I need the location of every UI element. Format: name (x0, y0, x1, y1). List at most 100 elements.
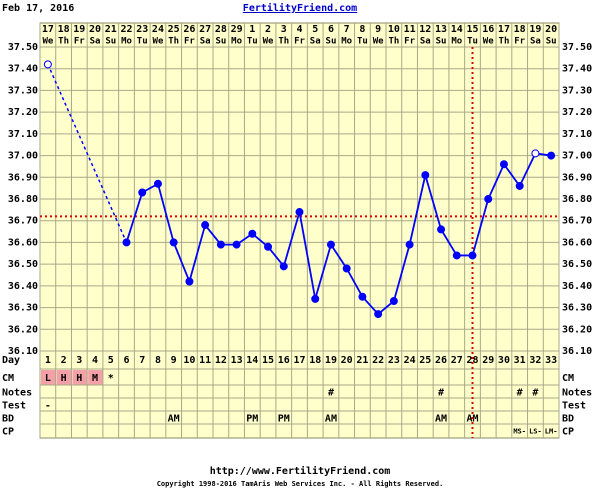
y-tick-label: 36.90 (8, 172, 38, 183)
cycle-day: 9 (171, 355, 177, 366)
site-title[interactable]: FertilityFriend.com (243, 2, 357, 14)
date-label: 2 (265, 24, 271, 35)
temperature-point (326, 240, 335, 249)
row-label: CP (2, 427, 14, 438)
temperature-point (468, 251, 477, 260)
date-label: 15 (466, 24, 478, 35)
cm-highlight (56, 370, 72, 385)
y-tick-label: 37.50 (8, 42, 38, 53)
date-label: 12 (419, 24, 431, 35)
date-label: 23 (136, 24, 148, 35)
date-label: 5 (312, 24, 318, 35)
temperature-point (295, 208, 304, 217)
row-cell: # (438, 388, 444, 399)
cycle-day: 1 (45, 355, 51, 366)
date-label: 19 (73, 24, 85, 35)
weekday-label: Su (326, 37, 337, 47)
date-label: 14 (451, 24, 463, 35)
y-tick-label: 36.10 (8, 346, 38, 357)
weekday-label: Mo (451, 37, 462, 47)
date-label: 24 (152, 24, 164, 35)
weekday-label: Fr (404, 37, 415, 47)
y-tick-label: 36.30 (8, 303, 38, 314)
y-tick-label: 37.00 (8, 151, 38, 162)
cm-highlight (88, 370, 103, 385)
weekday-label: Th (58, 37, 69, 47)
temperature-point (358, 292, 367, 301)
row-cell: M (92, 373, 98, 384)
row-cell: - (45, 401, 51, 412)
footer-url[interactable]: http://www.FertilityFriend.com (210, 465, 391, 477)
date-label: 3 (281, 24, 287, 35)
weekday-label: Fr (74, 37, 85, 47)
date-label: 19 (529, 24, 541, 35)
temperature-point (342, 264, 351, 273)
date-label: 10 (388, 24, 400, 35)
row-cell: H (61, 373, 67, 384)
y-tick-label: 36.80 (562, 194, 592, 205)
cycle-day: 3 (76, 355, 82, 366)
date-label: 11 (404, 24, 416, 35)
weekday-label: Fr (294, 37, 305, 47)
y-tick-label: 36.70 (8, 216, 38, 227)
temperature-point (138, 188, 147, 197)
cycle-day: 6 (123, 355, 129, 366)
gap-connector (47, 64, 128, 243)
cycle-day: 25 (419, 355, 431, 366)
weekday-label: Th (168, 37, 179, 47)
row-label: Test (562, 401, 586, 412)
row-cell: # (532, 388, 538, 399)
cycle-day: 24 (404, 355, 416, 366)
temperature-point (264, 242, 273, 251)
cycle-day: 21 (356, 355, 368, 366)
date-label: 18 (58, 24, 70, 35)
y-tick-label: 36.50 (8, 259, 38, 270)
weekday-label: Th (278, 37, 289, 47)
temperature-point (515, 181, 524, 190)
row-label: CM (562, 373, 574, 384)
cycle-day: 2 (61, 355, 67, 366)
y-tick-label: 37.50 (562, 42, 592, 53)
date-label: 8 (359, 24, 365, 35)
cycle-day: 10 (183, 355, 195, 366)
weekday-label: We (263, 37, 274, 47)
footer-copyright: Copyright 1998-2016 TamAris Web Services… (157, 480, 444, 488)
y-tick-label: 37.00 (562, 151, 592, 162)
temperature-point (421, 171, 430, 180)
temperature-point (43, 60, 52, 69)
date-label: 18 (514, 24, 526, 35)
cycle-day: 18 (309, 355, 321, 366)
weekday-label: Mo (231, 37, 242, 47)
date-label: 25 (168, 24, 180, 35)
weekday-label: Sa (200, 37, 211, 47)
cycle-day: 4 (92, 355, 98, 366)
row-label: CP (562, 427, 574, 438)
cycle-day: 20 (341, 355, 353, 366)
cycle-day: 28 (466, 355, 478, 366)
y-tick-label: 37.30 (562, 85, 592, 96)
cycle-day: 17 (293, 355, 305, 366)
y-tick-label: 37.10 (8, 129, 38, 140)
weekday-label: We (373, 37, 384, 47)
weekday-label: We (153, 37, 164, 47)
y-tick-label: 37.40 (8, 64, 38, 75)
row-cell: MS- (513, 428, 526, 436)
weekday-label: Sa (90, 37, 101, 47)
weekday-label: Su (436, 37, 447, 47)
row-cell: L (45, 373, 51, 384)
weekday-label: Tu (467, 37, 478, 47)
weekday-label: Th (388, 37, 399, 47)
date-label: 4 (296, 24, 302, 35)
row-label: BD (2, 414, 14, 425)
temperature-point (499, 160, 508, 169)
row-label: Notes (562, 388, 592, 399)
y-tick-label: 36.40 (562, 281, 592, 292)
row-cell: LM- (545, 428, 558, 436)
cycle-day: 31 (514, 355, 526, 366)
date-label: 9 (375, 24, 381, 35)
y-tick-label: 36.80 (8, 194, 38, 205)
cycle-day: 13 (231, 355, 243, 366)
date-label: 20 (545, 24, 557, 35)
temperature-point (437, 225, 446, 234)
